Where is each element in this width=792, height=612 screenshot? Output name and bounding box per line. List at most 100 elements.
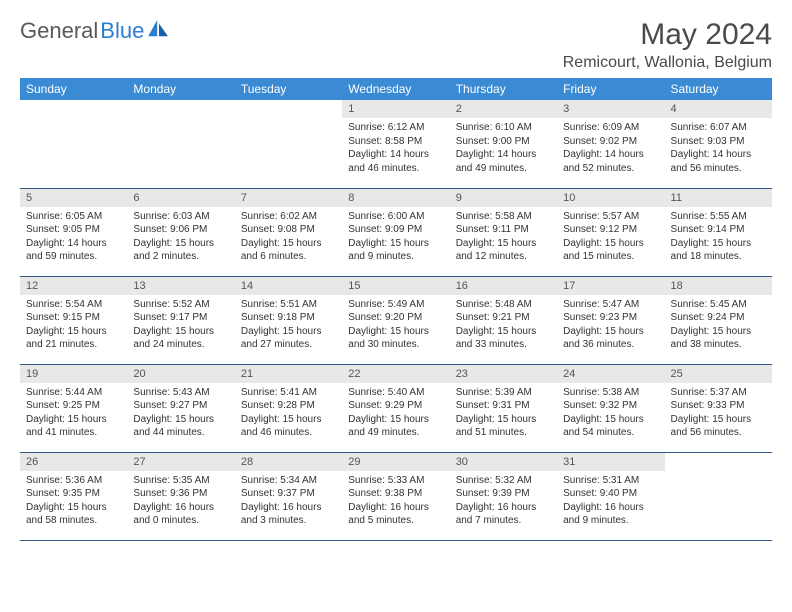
- day-details: Sunrise: 5:35 AMSunset: 9:36 PMDaylight:…: [127, 471, 234, 534]
- calendar-day-cell: 19Sunrise: 5:44 AMSunset: 9:25 PMDayligh…: [20, 364, 127, 452]
- calendar-day-cell: 16Sunrise: 5:48 AMSunset: 9:21 PMDayligh…: [450, 276, 557, 364]
- weekday-header: Sunday: [20, 78, 127, 100]
- logo-text-1: General: [20, 18, 98, 44]
- calendar-day-cell: 21Sunrise: 5:41 AMSunset: 9:28 PMDayligh…: [235, 364, 342, 452]
- day-number: 23: [450, 365, 557, 383]
- day-details: Sunrise: 5:36 AMSunset: 9:35 PMDaylight:…: [20, 471, 127, 534]
- day-number: 30: [450, 453, 557, 471]
- weekday-header: Tuesday: [235, 78, 342, 100]
- day-details: Sunrise: 5:52 AMSunset: 9:17 PMDaylight:…: [127, 295, 234, 358]
- day-number: 15: [342, 277, 449, 295]
- day-number: 17: [557, 277, 664, 295]
- day-number: 22: [342, 365, 449, 383]
- logo-sail-icon: [148, 20, 170, 38]
- calendar-day-cell: 29Sunrise: 5:33 AMSunset: 9:38 PMDayligh…: [342, 452, 449, 540]
- calendar-day-cell: 30Sunrise: 5:32 AMSunset: 9:39 PMDayligh…: [450, 452, 557, 540]
- calendar-day-cell: 10Sunrise: 5:57 AMSunset: 9:12 PMDayligh…: [557, 188, 664, 276]
- month-title: May 2024: [563, 18, 772, 52]
- calendar-day-cell: 24Sunrise: 5:38 AMSunset: 9:32 PMDayligh…: [557, 364, 664, 452]
- logo-text-2: Blue: [100, 18, 144, 44]
- day-number: 25: [665, 365, 772, 383]
- day-number: 31: [557, 453, 664, 471]
- day-number: 18: [665, 277, 772, 295]
- day-details: Sunrise: 5:45 AMSunset: 9:24 PMDaylight:…: [665, 295, 772, 358]
- calendar-day-cell: 7Sunrise: 6:02 AMSunset: 9:08 PMDaylight…: [235, 188, 342, 276]
- logo: GeneralBlue: [20, 18, 170, 44]
- calendar-table: SundayMondayTuesdayWednesdayThursdayFrid…: [20, 78, 772, 541]
- weekday-header: Wednesday: [342, 78, 449, 100]
- calendar-day-cell: 11Sunrise: 5:55 AMSunset: 9:14 PMDayligh…: [665, 188, 772, 276]
- calendar-day-cell: 5Sunrise: 6:05 AMSunset: 9:05 PMDaylight…: [20, 188, 127, 276]
- day-details: Sunrise: 6:03 AMSunset: 9:06 PMDaylight:…: [127, 207, 234, 270]
- day-number: 3: [557, 100, 664, 118]
- day-number: 7: [235, 189, 342, 207]
- day-details: Sunrise: 5:54 AMSunset: 9:15 PMDaylight:…: [20, 295, 127, 358]
- weekday-header: Saturday: [665, 78, 772, 100]
- day-number: 16: [450, 277, 557, 295]
- calendar-day-cell: 6Sunrise: 6:03 AMSunset: 9:06 PMDaylight…: [127, 188, 234, 276]
- day-number: 2: [450, 100, 557, 118]
- day-number: 10: [557, 189, 664, 207]
- calendar-day-cell: 13Sunrise: 5:52 AMSunset: 9:17 PMDayligh…: [127, 276, 234, 364]
- calendar-day-cell: 1Sunrise: 6:12 AMSunset: 8:58 PMDaylight…: [342, 100, 449, 188]
- weekday-header: Friday: [557, 78, 664, 100]
- day-details: Sunrise: 5:51 AMSunset: 9:18 PMDaylight:…: [235, 295, 342, 358]
- calendar-day-cell: 26Sunrise: 5:36 AMSunset: 9:35 PMDayligh…: [20, 452, 127, 540]
- day-details: Sunrise: 5:32 AMSunset: 9:39 PMDaylight:…: [450, 471, 557, 534]
- day-details: Sunrise: 5:40 AMSunset: 9:29 PMDaylight:…: [342, 383, 449, 446]
- calendar-day-cell: [127, 100, 234, 188]
- day-number: 27: [127, 453, 234, 471]
- weekday-header: Thursday: [450, 78, 557, 100]
- day-details: Sunrise: 5:41 AMSunset: 9:28 PMDaylight:…: [235, 383, 342, 446]
- calendar-day-cell: 18Sunrise: 5:45 AMSunset: 9:24 PMDayligh…: [665, 276, 772, 364]
- day-number: 5: [20, 189, 127, 207]
- calendar-week-row: 1Sunrise: 6:12 AMSunset: 8:58 PMDaylight…: [20, 100, 772, 188]
- day-details: Sunrise: 5:55 AMSunset: 9:14 PMDaylight:…: [665, 207, 772, 270]
- day-number: 8: [342, 189, 449, 207]
- calendar-day-cell: 15Sunrise: 5:49 AMSunset: 9:20 PMDayligh…: [342, 276, 449, 364]
- day-details: Sunrise: 5:47 AMSunset: 9:23 PMDaylight:…: [557, 295, 664, 358]
- day-details: Sunrise: 5:33 AMSunset: 9:38 PMDaylight:…: [342, 471, 449, 534]
- day-number: 26: [20, 453, 127, 471]
- day-details: Sunrise: 5:43 AMSunset: 9:27 PMDaylight:…: [127, 383, 234, 446]
- calendar-body: 1Sunrise: 6:12 AMSunset: 8:58 PMDaylight…: [20, 100, 772, 540]
- title-block: May 2024 Remicourt, Wallonia, Belgium: [563, 18, 772, 72]
- day-number: 12: [20, 277, 127, 295]
- calendar-day-cell: 27Sunrise: 5:35 AMSunset: 9:36 PMDayligh…: [127, 452, 234, 540]
- day-number: 11: [665, 189, 772, 207]
- calendar-day-cell: 12Sunrise: 5:54 AMSunset: 9:15 PMDayligh…: [20, 276, 127, 364]
- calendar-day-cell: 17Sunrise: 5:47 AMSunset: 9:23 PMDayligh…: [557, 276, 664, 364]
- day-number: 28: [235, 453, 342, 471]
- day-details: Sunrise: 6:12 AMSunset: 8:58 PMDaylight:…: [342, 118, 449, 181]
- calendar-day-cell: 14Sunrise: 5:51 AMSunset: 9:18 PMDayligh…: [235, 276, 342, 364]
- calendar-day-cell: 23Sunrise: 5:39 AMSunset: 9:31 PMDayligh…: [450, 364, 557, 452]
- day-details: Sunrise: 5:39 AMSunset: 9:31 PMDaylight:…: [450, 383, 557, 446]
- day-details: Sunrise: 5:37 AMSunset: 9:33 PMDaylight:…: [665, 383, 772, 446]
- day-number: 14: [235, 277, 342, 295]
- day-number: 21: [235, 365, 342, 383]
- calendar-day-cell: 28Sunrise: 5:34 AMSunset: 9:37 PMDayligh…: [235, 452, 342, 540]
- calendar-day-cell: 2Sunrise: 6:10 AMSunset: 9:00 PMDaylight…: [450, 100, 557, 188]
- weekday-header: Monday: [127, 78, 234, 100]
- day-details: Sunrise: 6:02 AMSunset: 9:08 PMDaylight:…: [235, 207, 342, 270]
- day-details: Sunrise: 6:09 AMSunset: 9:02 PMDaylight:…: [557, 118, 664, 181]
- day-details: Sunrise: 5:44 AMSunset: 9:25 PMDaylight:…: [20, 383, 127, 446]
- day-number: 29: [342, 453, 449, 471]
- day-details: Sunrise: 5:48 AMSunset: 9:21 PMDaylight:…: [450, 295, 557, 358]
- day-details: Sunrise: 6:00 AMSunset: 9:09 PMDaylight:…: [342, 207, 449, 270]
- day-details: Sunrise: 5:57 AMSunset: 9:12 PMDaylight:…: [557, 207, 664, 270]
- calendar-week-row: 26Sunrise: 5:36 AMSunset: 9:35 PMDayligh…: [20, 452, 772, 540]
- day-number: 19: [20, 365, 127, 383]
- day-number: 13: [127, 277, 234, 295]
- calendar-day-cell: 3Sunrise: 6:09 AMSunset: 9:02 PMDaylight…: [557, 100, 664, 188]
- calendar-day-cell: 8Sunrise: 6:00 AMSunset: 9:09 PMDaylight…: [342, 188, 449, 276]
- calendar-day-cell: [665, 452, 772, 540]
- calendar-page: GeneralBlue May 2024 Remicourt, Wallonia…: [0, 0, 792, 559]
- calendar-week-row: 19Sunrise: 5:44 AMSunset: 9:25 PMDayligh…: [20, 364, 772, 452]
- day-details: Sunrise: 5:38 AMSunset: 9:32 PMDaylight:…: [557, 383, 664, 446]
- calendar-day-cell: 31Sunrise: 5:31 AMSunset: 9:40 PMDayligh…: [557, 452, 664, 540]
- calendar-week-row: 5Sunrise: 6:05 AMSunset: 9:05 PMDaylight…: [20, 188, 772, 276]
- day-details: Sunrise: 6:10 AMSunset: 9:00 PMDaylight:…: [450, 118, 557, 181]
- calendar-header-row: SundayMondayTuesdayWednesdayThursdayFrid…: [20, 78, 772, 100]
- day-details: Sunrise: 5:34 AMSunset: 9:37 PMDaylight:…: [235, 471, 342, 534]
